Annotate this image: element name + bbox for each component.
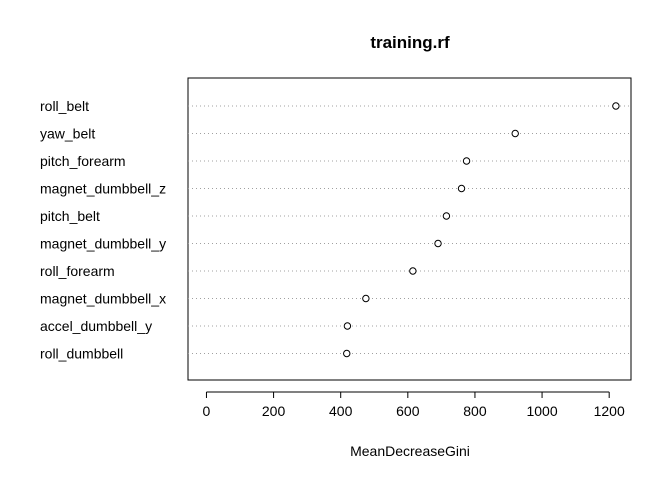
data-point <box>457 184 466 193</box>
x-tick-label: 0 <box>203 403 211 419</box>
data-point <box>511 129 519 138</box>
data-point <box>343 349 351 358</box>
x-tick-label: 200 <box>262 403 286 419</box>
x-tick-label: 800 <box>463 403 487 419</box>
grid-lines <box>188 105 631 354</box>
data-point <box>442 212 451 220</box>
x-tick-label: 600 <box>396 403 420 419</box>
data-point <box>434 239 442 248</box>
category-label: pitch_forearm <box>40 153 126 169</box>
data-point <box>462 157 471 165</box>
x-tick-label: 1000 <box>526 403 557 419</box>
x-axis-title: MeanDecreaseGini <box>350 443 470 459</box>
category-label: pitch_belt <box>40 208 100 224</box>
category-label: magnet_dumbbell_y <box>40 236 166 252</box>
category-label: accel_dumbbell_y <box>40 318 152 334</box>
data-points <box>343 102 620 358</box>
category-label: roll_dumbbell <box>40 346 123 362</box>
category-label: magnet_dumbbell_x <box>40 291 166 307</box>
data-point <box>409 267 417 275</box>
data-point <box>362 294 370 303</box>
x-axis: 0 200 400 600 800 1000 1200 <box>203 391 625 419</box>
category-label: magnet_dumbbell_z <box>40 181 166 197</box>
data-point <box>612 102 620 110</box>
x-tick-label: 400 <box>329 403 353 419</box>
x-tick-label: 1200 <box>594 403 625 419</box>
plot-box <box>187 77 632 381</box>
data-point <box>343 322 352 330</box>
category-label: roll_forearm <box>40 263 115 279</box>
category-label: roll_belt <box>40 98 89 114</box>
category-label: yaw_belt <box>40 126 95 142</box>
chart-title: training.rf <box>370 33 450 52</box>
category-labels: roll_belt yaw_belt pitch_forearm magnet_dum… <box>40 98 166 362</box>
